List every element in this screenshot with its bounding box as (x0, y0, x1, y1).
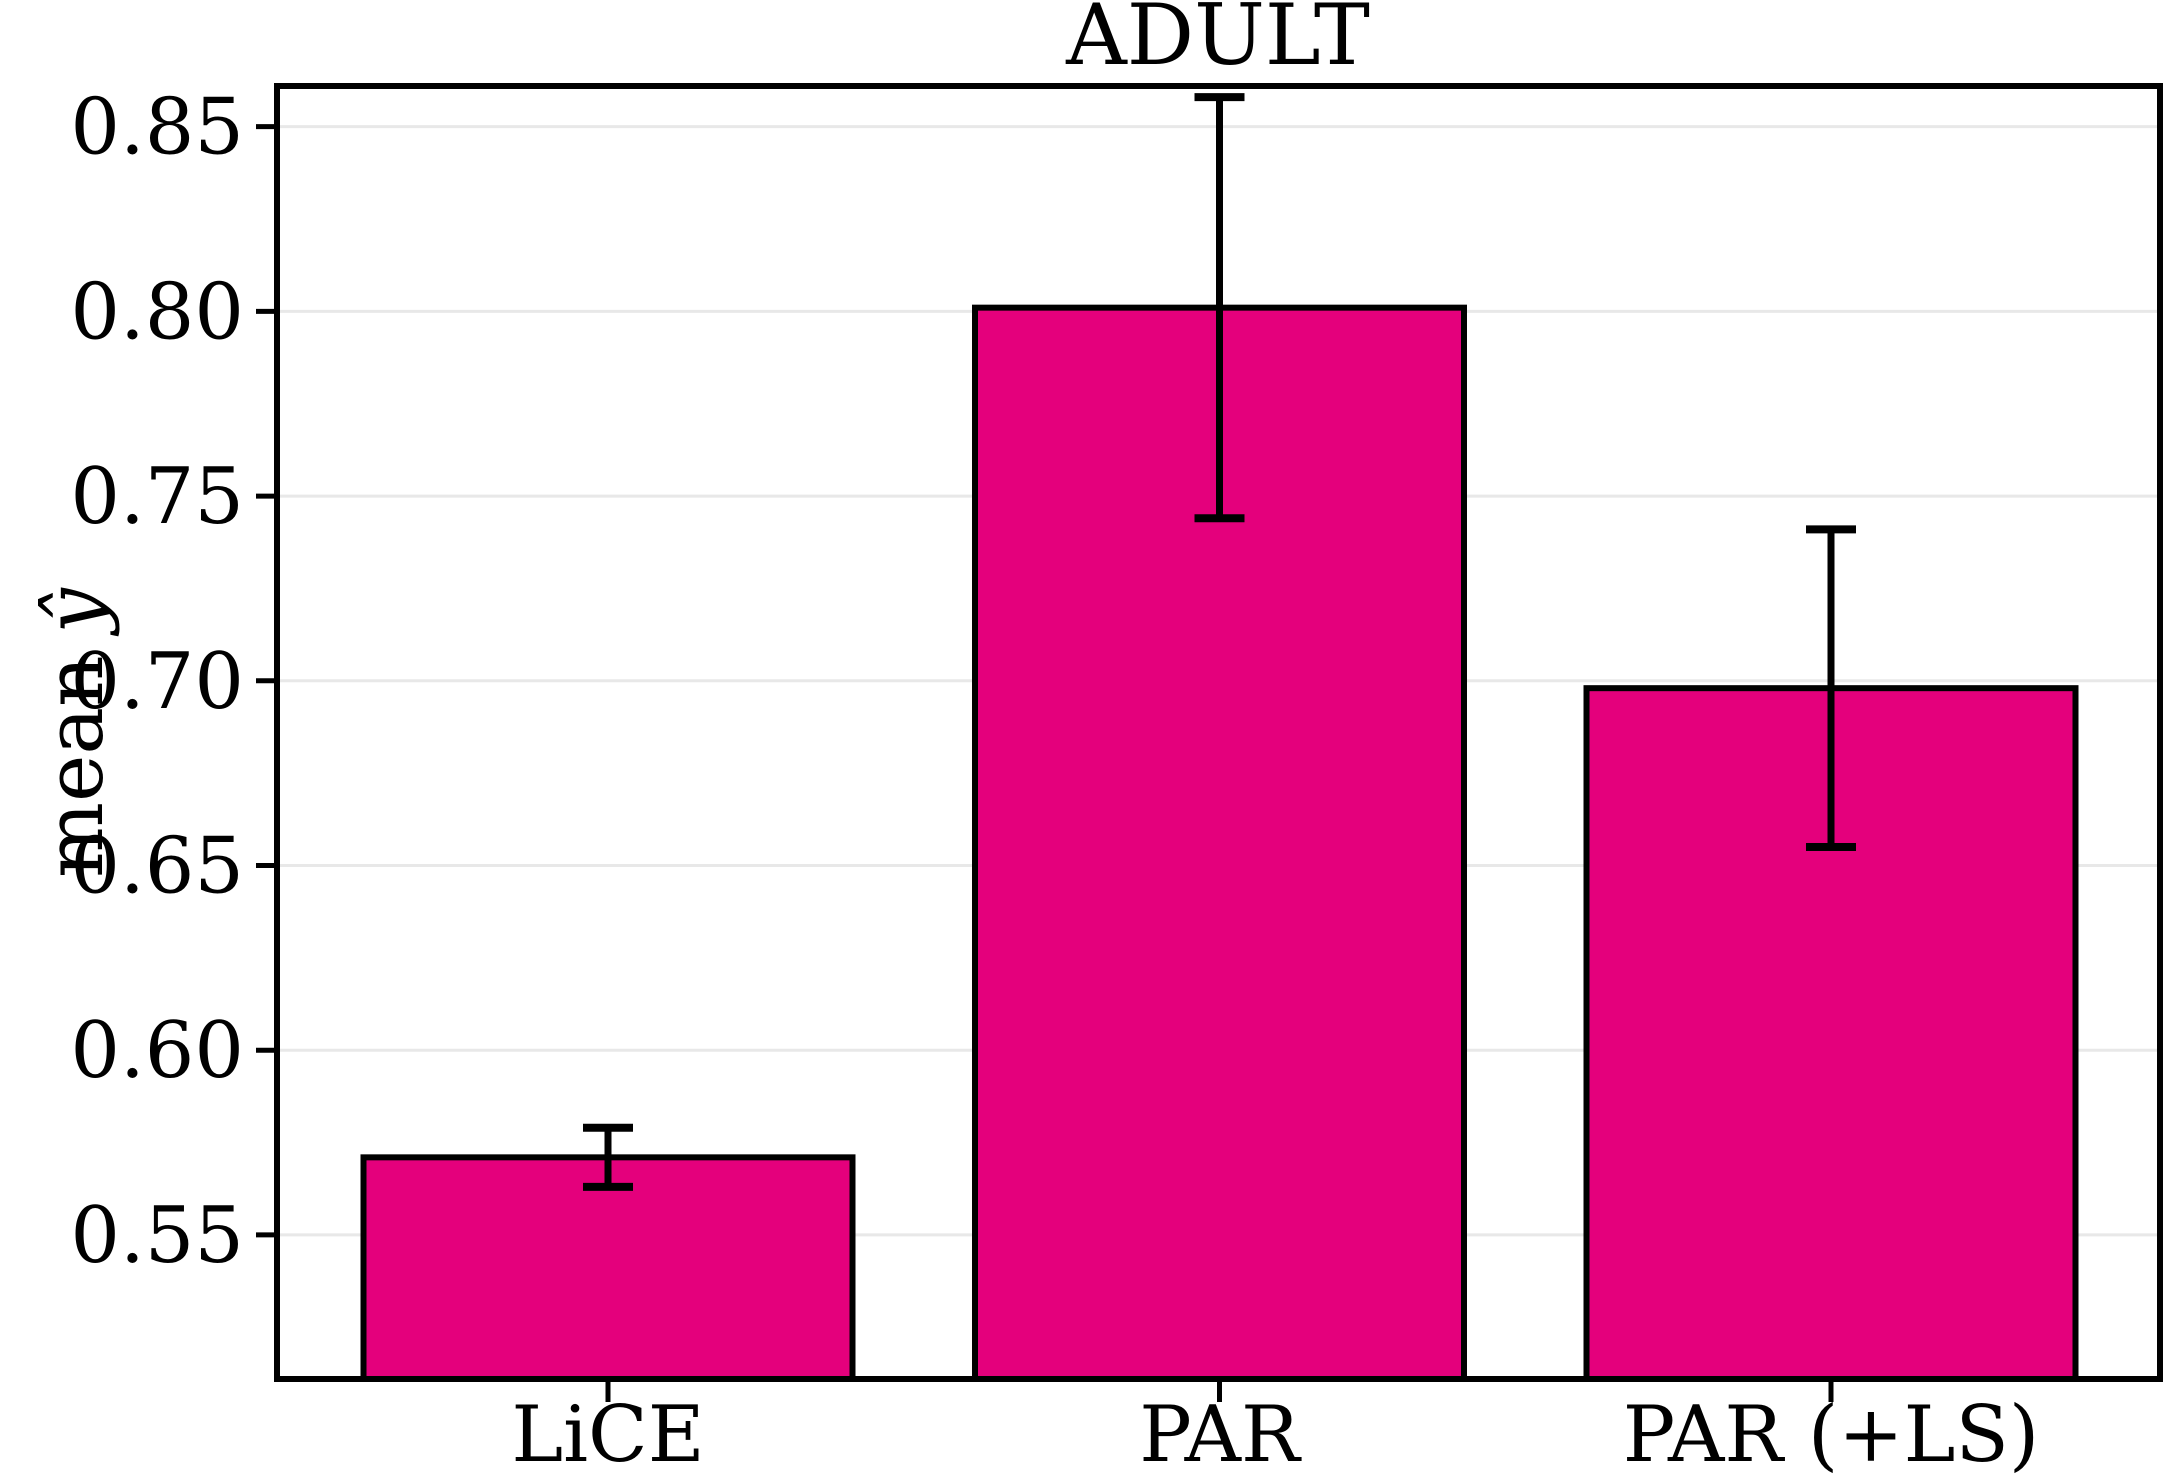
bar-lice (360, 1154, 856, 1383)
y-axis-label-math-symbol: ŷ (28, 586, 121, 636)
x-tick-label: PAR (1139, 1390, 1302, 1480)
x-tick-label: PAR (+LS) (1623, 1390, 2040, 1480)
plot-border (274, 83, 2163, 1382)
chart-title: ADULT (1065, 0, 1370, 84)
y-tick-label: 0.55 (70, 1191, 244, 1281)
y-tick-label: 0.60 (70, 1006, 244, 1096)
y-axis-label: mean ŷ (28, 586, 121, 877)
y-tick-label: 0.75 (70, 452, 244, 542)
y-tick-label: 0.80 (70, 267, 244, 357)
y-axis-label-prefix: mean (28, 655, 121, 877)
y-tick-label: 0.65 (70, 821, 244, 911)
plot-area: 0.55 0.60 0.65 0.70 0.75 0.80 0.85 LiCE PAR PAR (… (70, 83, 2163, 1480)
x-tick-label: LiCE (511, 1390, 704, 1480)
y-tick-label: 0.70 (70, 637, 244, 727)
y-tick-label: 0.85 (70, 83, 244, 173)
